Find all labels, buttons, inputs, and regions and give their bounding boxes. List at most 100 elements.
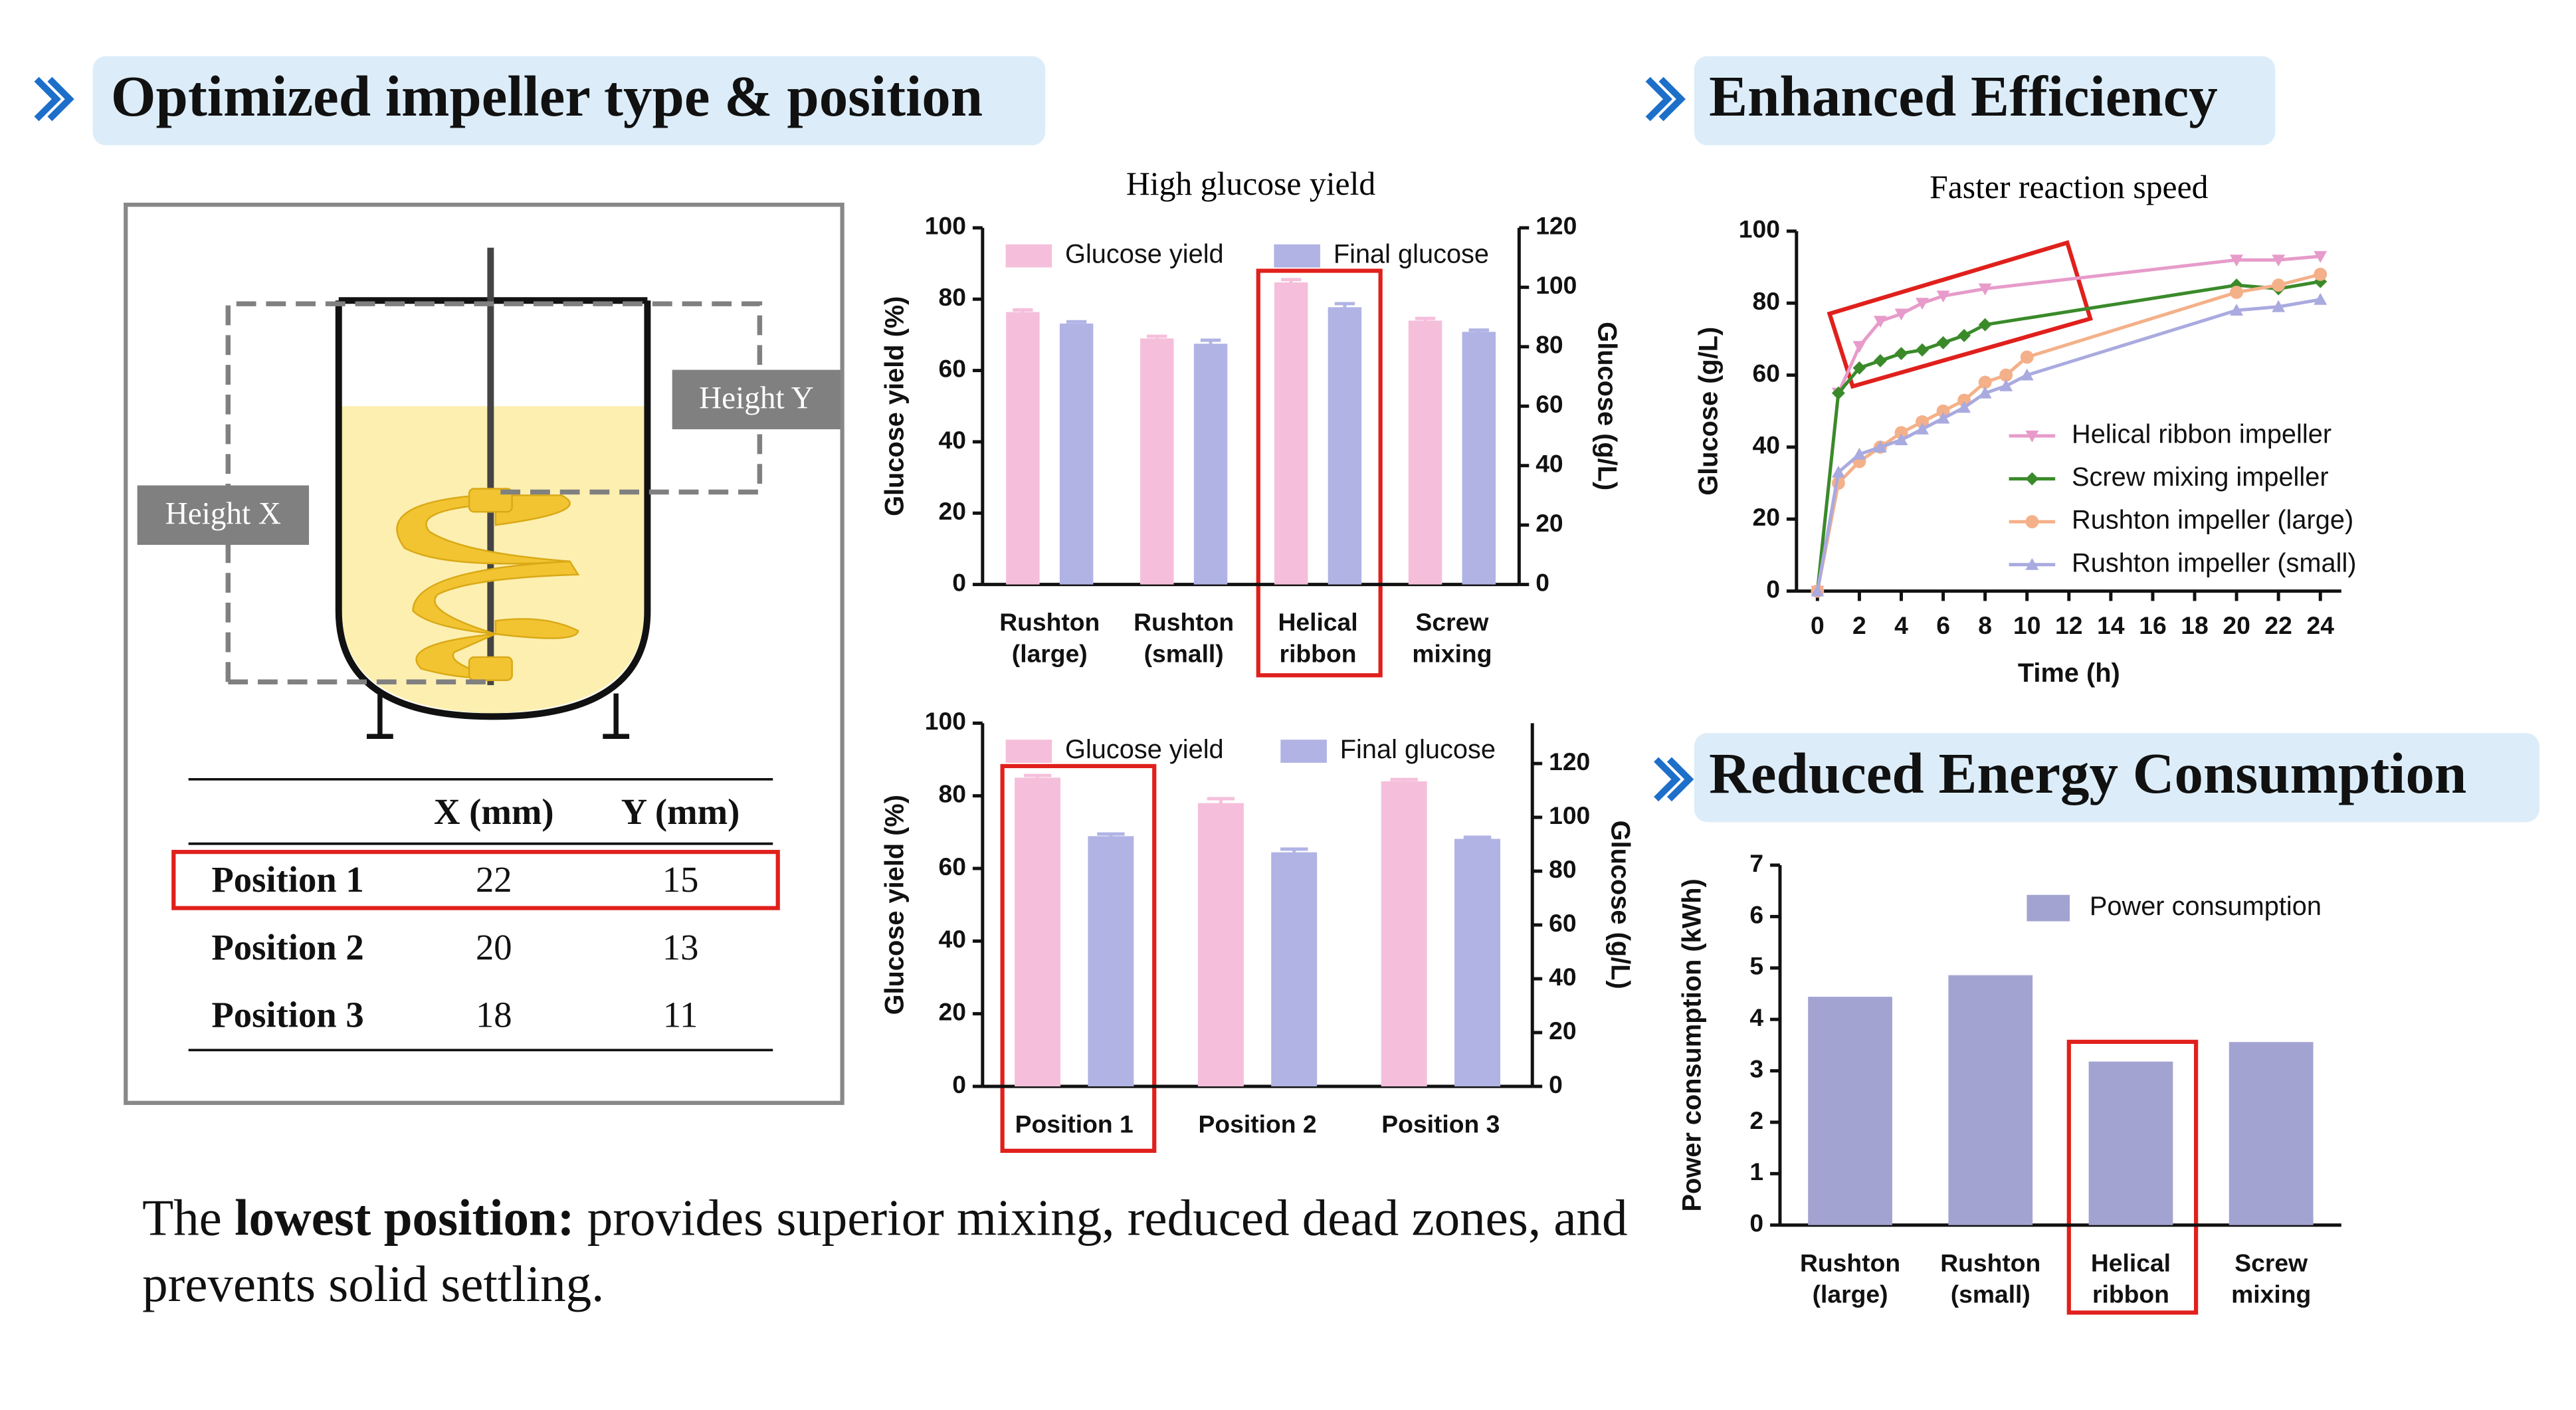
y-tick-label: 2 [1749,1106,1763,1134]
marker [1936,336,1950,350]
marker [2272,254,2286,267]
series-line [1815,280,2321,591]
y-tick-label: 0 [952,568,966,596]
marker [1936,404,1950,418]
marker [1916,298,1929,310]
marker [1978,386,1992,399]
cell: 18 [476,995,512,1035]
x-tick-label: 20 [2223,611,2250,639]
x-tick-label: 16 [2139,611,2166,639]
x-tick-label: Helical ribbon [1278,608,1357,667]
legend-label: Final glucose [1340,735,1496,764]
x-tick-label: Screw mixing [1412,608,1492,667]
error-bar [1013,308,1033,312]
marker [2314,292,2328,305]
marker [1852,447,1866,460]
y-tick-label: 80 [1753,287,1780,315]
x-tick-label: 8 [1978,611,1992,639]
bar [1193,344,1228,585]
marker [2025,431,2039,443]
error-bar [1200,338,1221,344]
marker [2314,251,2328,263]
y-tick-label: 60 [939,354,966,382]
y2-tick-label: 80 [1549,855,1576,883]
marker [1894,433,1908,445]
heading-2: Enhanced Efficiency [1645,56,2276,146]
marker [2020,350,2034,364]
y-axis-label: Power consumption (kWh) [1678,878,1707,1211]
y-tick-label: 20 [939,997,966,1025]
error-bar [1334,302,1355,308]
height-y-label: Height Y [699,381,814,416]
marker [2025,557,2039,570]
y-tick-label: 20 [1753,503,1780,531]
error-bar [1281,278,1302,283]
y-tick-label: 80 [939,283,966,311]
x-tick-label: 6 [1936,611,1950,639]
marker [1978,283,1992,296]
error-bar [1463,835,1492,839]
cell: 11 [663,995,698,1035]
y-axis-label: Glucose yield (%) [880,296,910,516]
bar [1140,338,1174,585]
legend-label: Helical ribbon impeller [2072,419,2331,449]
y-tick-label: 100 [1739,215,1780,243]
caption-lead: The [142,1189,222,1247]
legend-label: Glucose yield [1065,240,1224,269]
marker [1916,343,1929,357]
marker [1916,422,1929,435]
legend-swatch [1274,244,1320,268]
legend-label: Rushton impeller (small) [2072,548,2357,577]
y-tick-label: 4 [1749,1003,1763,1031]
marker [2025,472,2039,486]
legend-label: Glucose yield [1065,735,1224,764]
marker [1852,361,1866,375]
x-tick-label: 0 [1811,611,1825,639]
column-header: Y (mm) [621,791,740,832]
y2-tick-label: 100 [1549,801,1590,829]
y2-axis-label: Glucose (g/L) [1593,322,1622,490]
row-header: Position 1 [211,859,363,900]
error-bar [1415,316,1436,321]
bar [1015,777,1061,1086]
legend-swatch [1005,740,1052,763]
x-tick-label: 4 [1894,611,1908,639]
marker [2230,286,2244,299]
x-tick-label: Position 1 [1015,1110,1134,1138]
legend-label: Final glucose [1334,240,1489,269]
y2-tick-label: 0 [1549,1070,1563,1098]
marker [1852,341,1866,353]
y2-tick-label: 20 [1549,1017,1576,1045]
y-tick-label: 80 [939,780,966,808]
bar [1197,803,1244,1086]
marker [1874,440,1887,453]
x-tick-label: 12 [2055,611,2082,639]
y2-tick-label: 80 [1536,331,1563,359]
y-tick-label: 100 [925,707,966,735]
y2-tick-label: 60 [1536,390,1563,418]
cell: 22 [476,859,512,900]
y-axis-label: Glucose (g/L) [1694,327,1724,496]
x-axis-label: Time (h) [2018,658,2120,688]
marker [1874,316,1887,328]
bar [1088,836,1134,1086]
bar [1454,839,1500,1086]
marker [1936,411,1950,424]
y2-tick-label: 120 [1549,748,1590,775]
bar [1408,320,1442,585]
caption-bold: lowest position: [235,1189,575,1247]
y-tick-label: 0 [952,1070,966,1098]
marker [2272,300,2286,312]
cell: 15 [662,859,699,900]
marker [2314,267,2328,281]
marker [1894,308,1908,321]
caption-rest: provides superior mixing, reduced dead z… [142,1189,1628,1313]
y-tick-label: 1 [1749,1158,1763,1185]
bar [1271,852,1318,1086]
heading-3: Reduced Energy Consumption [1654,733,2539,823]
marker [1831,386,1845,400]
error-bar [1390,777,1418,781]
highlights [1000,240,2199,1315]
x-tick-label: Position 2 [1198,1110,1316,1138]
legend-label: Power consumption [2090,892,2322,921]
